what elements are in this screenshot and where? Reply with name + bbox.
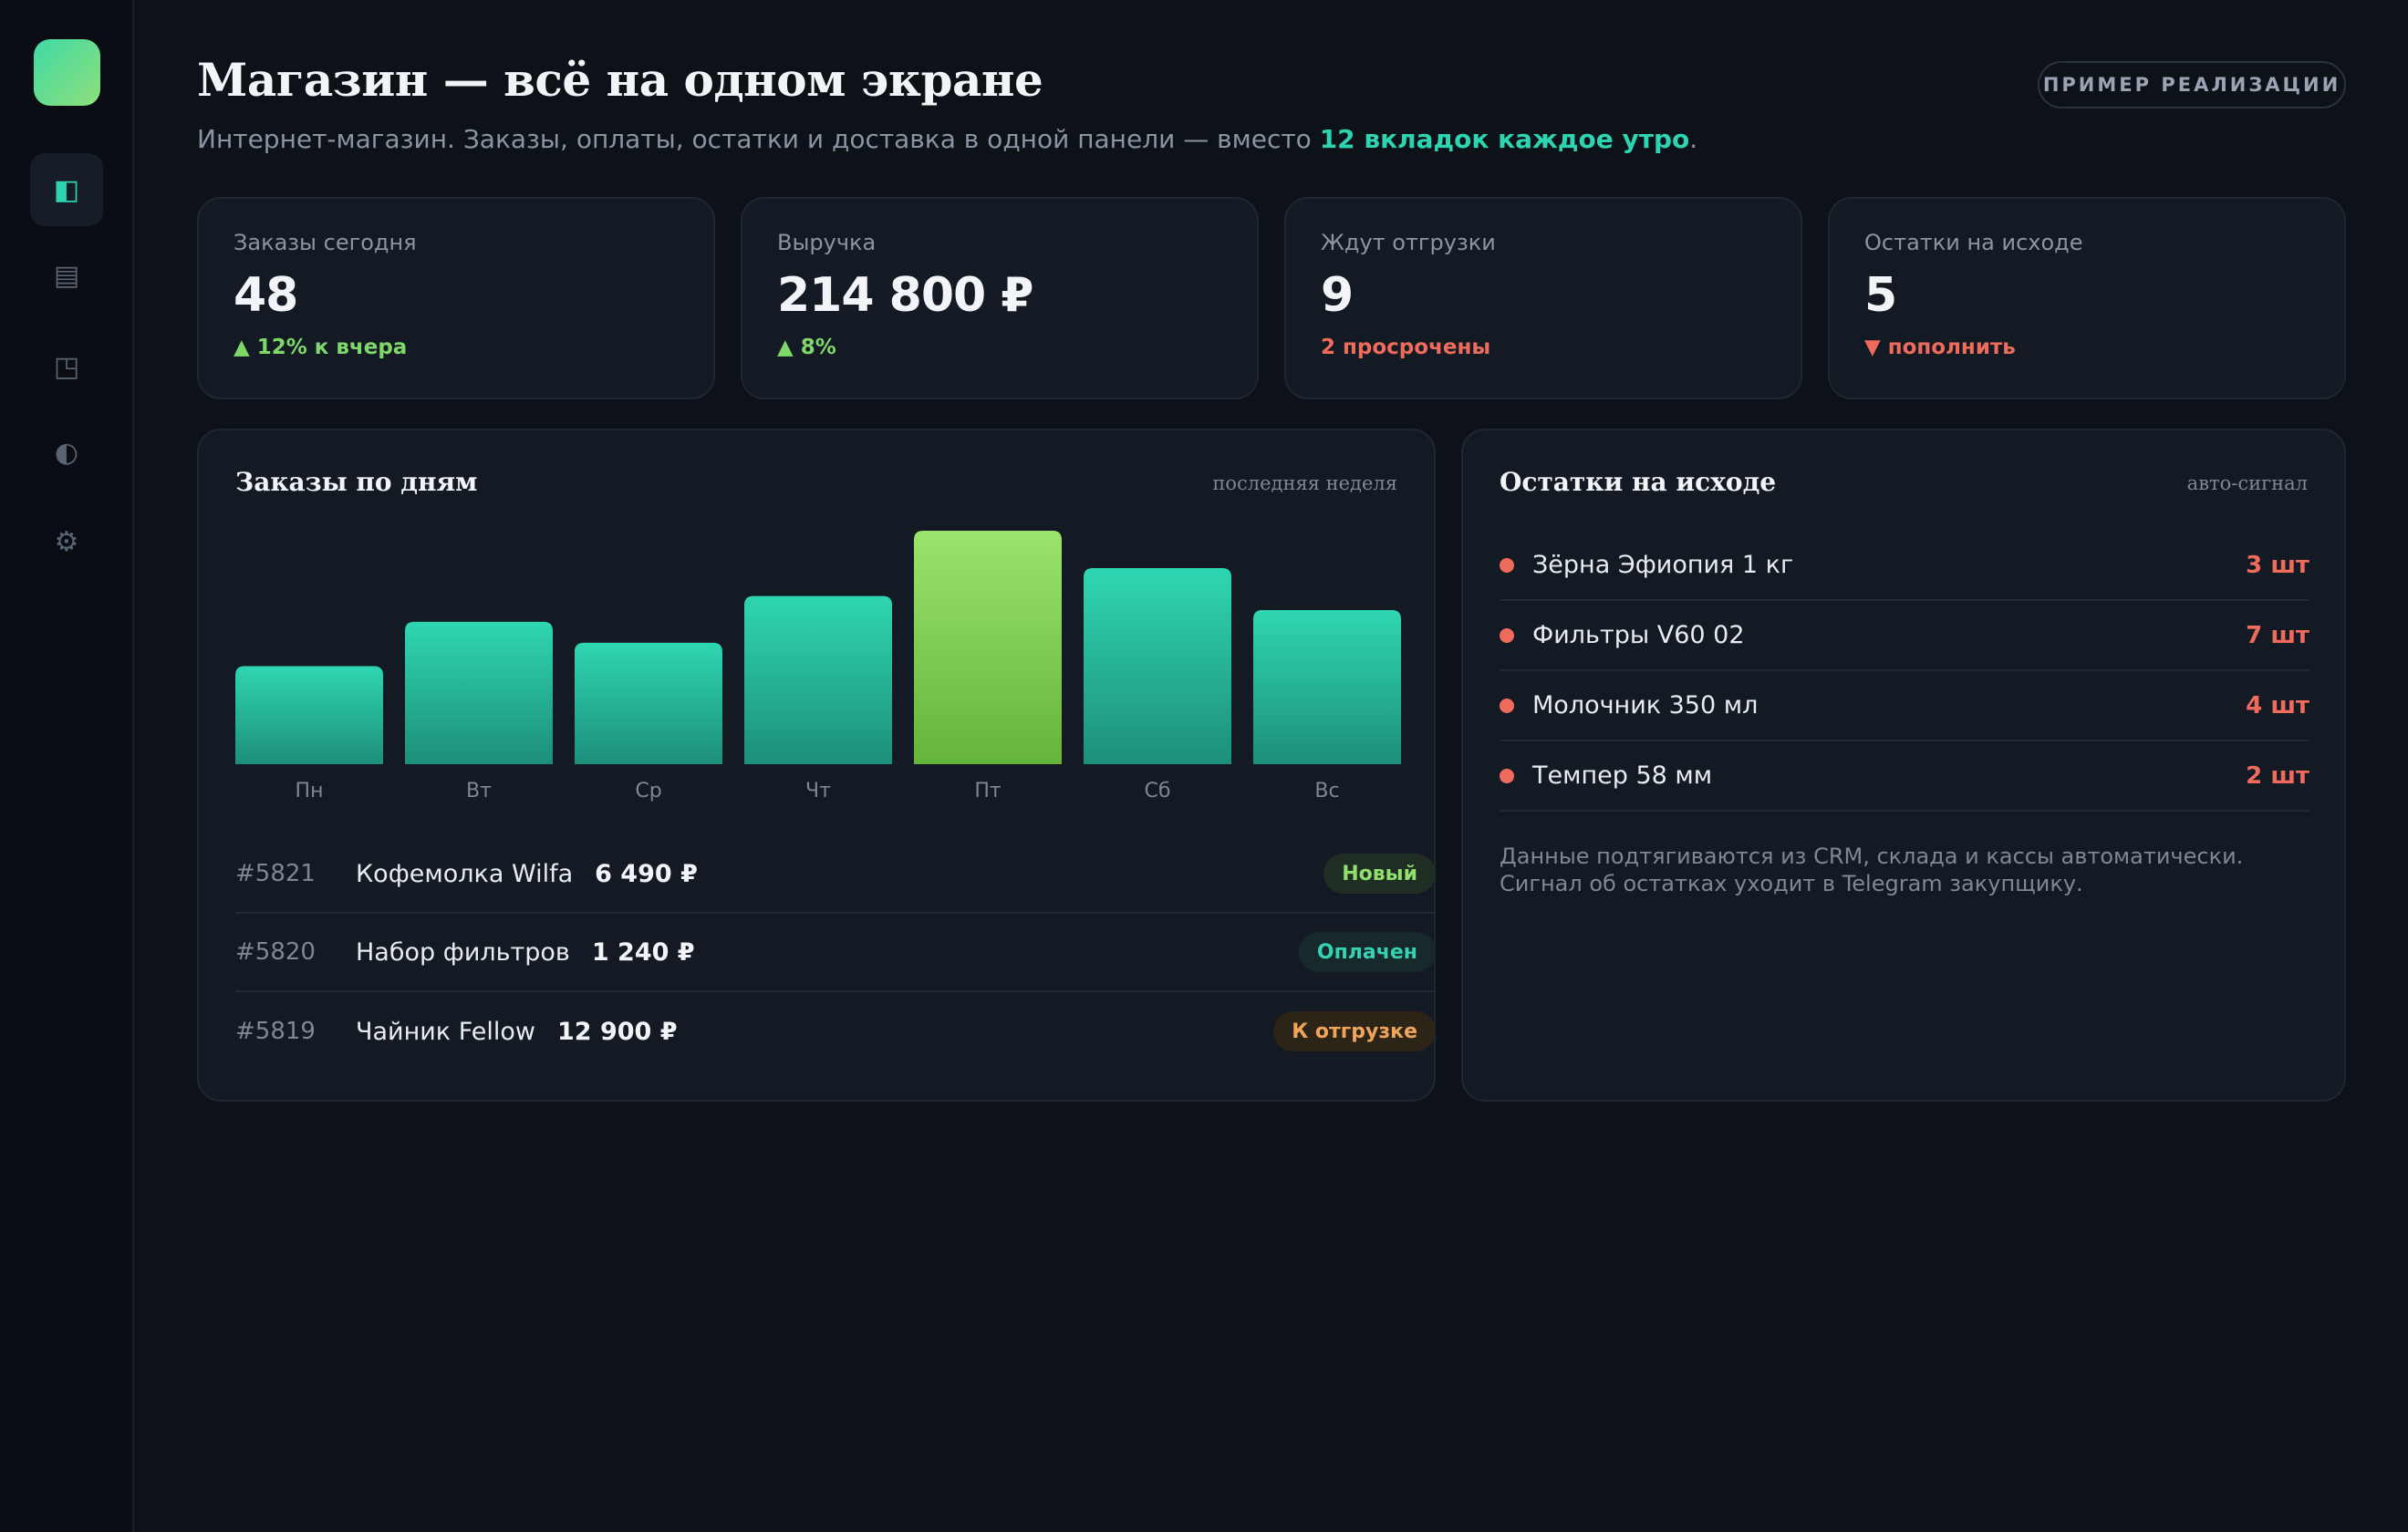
order-sum: 6 490 ₽ xyxy=(595,859,698,888)
chart-bar-Пт[interactable] xyxy=(914,531,1062,764)
page-subtitle: Интернет-магазин. Заказы, оплаты, остатк… xyxy=(197,124,1697,154)
chart-bar-Ср[interactable] xyxy=(575,642,722,764)
stock-item-qty: 3 шт xyxy=(2246,551,2309,579)
kpi-label: Остатки на исходе xyxy=(1864,230,2083,255)
order-name: Кофемолка Wilfa xyxy=(356,859,574,888)
orders-panel-title: Заказы по дням xyxy=(235,467,478,497)
kpi-value: 48 xyxy=(234,268,298,323)
kpi-label: Заказы сегодня xyxy=(234,230,417,255)
stock-footnote: Данные подтягиваются из CRM, склада и ка… xyxy=(1500,844,2244,896)
subtitle-text: Интернет-магазин. Заказы, оплаты, остатк… xyxy=(197,124,1320,154)
sidebar-item-settings[interactable]: ⚙ xyxy=(30,505,103,578)
order-id: #5820 xyxy=(235,938,316,966)
order-name: Набор фильтров xyxy=(356,937,570,967)
sidebar-item-orders[interactable]: ▤ xyxy=(30,239,103,312)
page-title: Магазин — всё на одном экране xyxy=(197,53,1043,107)
stock-item-qty: 4 шт xyxy=(2246,691,2309,719)
order-sum: 1 240 ₽ xyxy=(591,937,695,967)
stock-panel: Остатки на исходе авто-сигнал Зёрна Эфио… xyxy=(1461,429,2346,1102)
kpi-trend: 2 просрочены xyxy=(1321,336,1491,359)
kpi-label: Выручка xyxy=(777,230,877,255)
sidebar-item-dashboard[interactable]: ◧ xyxy=(30,153,103,226)
kpi-card-low-stock[interactable]: Остатки на исходе 5 ▼ пополнить xyxy=(1828,197,2346,399)
status-badge: Новый xyxy=(1323,854,1436,894)
stock-item[interactable]: Зёрна Эфиопия 1 кг 3 шт xyxy=(1500,531,2309,601)
chart-tick-label: Вт xyxy=(466,780,492,802)
stock-item-name: Темпер 58 мм xyxy=(1532,761,1713,790)
order-name: Чайник Fellow xyxy=(356,1017,535,1046)
chart-tick-label: Пн xyxy=(296,780,324,802)
chart-tick-label: Сб xyxy=(1145,780,1171,802)
gear-icon: ⚙ xyxy=(54,525,79,558)
status-badge: Оплачен xyxy=(1298,932,1436,972)
stock-panel-title: Остатки на исходе xyxy=(1500,467,1777,497)
chart-tick-label: Вс xyxy=(1314,780,1339,802)
orders-icon: ▤ xyxy=(53,259,80,292)
stock-item-qty: 2 шт xyxy=(2246,761,2309,790)
kpi-trend: ▼ пополнить xyxy=(1864,336,2016,359)
order-id: #5821 xyxy=(235,860,316,887)
alert-dot-icon xyxy=(1500,627,1514,643)
order-row[interactable]: #5819 Чайник Fellow 12 900 ₽ К отгрузке xyxy=(235,992,1436,1071)
sidebar: ◧ ▤ ◳ ◐ ⚙ xyxy=(0,0,134,1532)
stock-item[interactable]: Молочник 350 мл 4 шт xyxy=(1500,671,2309,741)
orders-panel: Заказы по дням последняя неделя Пн Вт Ср Чт… xyxy=(197,429,1436,1102)
kpi-card-revenue[interactable]: Выручка 214 800 ₽ ▲ 8% xyxy=(741,197,1259,399)
example-badge: ПРИМЕР РЕАЛИЗАЦИИ xyxy=(2038,61,2346,109)
orders-bar-chart: Пн Вт Ср Чт Пт Сб Вс xyxy=(235,531,1401,802)
alert-dot-icon xyxy=(1500,698,1514,713)
subtitle-end: . xyxy=(1689,124,1698,154)
kpi-trend: ▲ 12% к вчера xyxy=(234,336,408,359)
chart-bar-Пн[interactable] xyxy=(235,666,383,764)
chart-tick-label: Пт xyxy=(974,780,1002,802)
chart-tick-label: Ср xyxy=(635,780,661,802)
stock-item[interactable]: Темпер 58 мм 2 шт xyxy=(1500,741,2309,812)
subtitle-highlight: 12 вкладок каждое утро xyxy=(1319,124,1690,154)
kpi-trend: ▲ 8% xyxy=(777,336,836,359)
kpi-value: 5 xyxy=(1864,268,1897,323)
kpi-value: 9 xyxy=(1321,268,1354,323)
order-row[interactable]: #5821 Кофемолка Wilfa 6 490 ₽ Новый xyxy=(235,835,1436,914)
chart-bar-Чт[interactable] xyxy=(744,595,892,764)
orders-panel-period: последняя неделя xyxy=(1212,472,1397,494)
chart-bar-Вт[interactable] xyxy=(405,621,553,764)
stock-item-name: Зёрна Эфиопия 1 кг xyxy=(1532,551,1794,579)
alert-dot-icon xyxy=(1500,768,1514,783)
kpi-card-orders-today[interactable]: Заказы сегодня 48 ▲ 12% к вчера xyxy=(197,197,715,399)
layout-icon: ◳ xyxy=(53,350,80,383)
dashboard-icon: ◧ xyxy=(53,173,80,206)
sidebar-item-theme[interactable]: ◐ xyxy=(30,416,103,489)
chart-bar-Сб[interactable] xyxy=(1084,567,1231,764)
stock-item-name: Молочник 350 мл xyxy=(1532,691,1759,719)
order-sum: 12 900 ₽ xyxy=(556,1017,678,1046)
kpi-card-awaiting-shipment[interactable]: Ждут отгрузки 9 2 просрочены xyxy=(1284,197,1802,399)
order-id: #5819 xyxy=(235,1018,316,1045)
app-logo[interactable] xyxy=(34,39,100,106)
stock-item-qty: 7 шт xyxy=(2246,621,2309,649)
alert-dot-icon xyxy=(1500,557,1514,573)
sidebar-item-layout[interactable]: ◳ xyxy=(30,330,103,403)
kpi-label: Ждут отгрузки xyxy=(1321,230,1496,255)
contrast-icon: ◐ xyxy=(54,436,79,469)
chart-bar-Вс[interactable] xyxy=(1253,610,1401,764)
order-row[interactable]: #5820 Набор фильтров 1 240 ₽ Оплачен xyxy=(235,914,1436,992)
chart-tick-label: Чт xyxy=(805,780,831,802)
stock-item[interactable]: Фильтры V60 02 7 шт xyxy=(1500,601,2309,671)
kpi-value: 214 800 ₽ xyxy=(777,268,1033,323)
stock-item-name: Фильтры V60 02 xyxy=(1532,621,1745,649)
status-badge: К отгрузке xyxy=(1273,1011,1436,1051)
stock-panel-note: авто-сигнал xyxy=(2186,472,2308,494)
